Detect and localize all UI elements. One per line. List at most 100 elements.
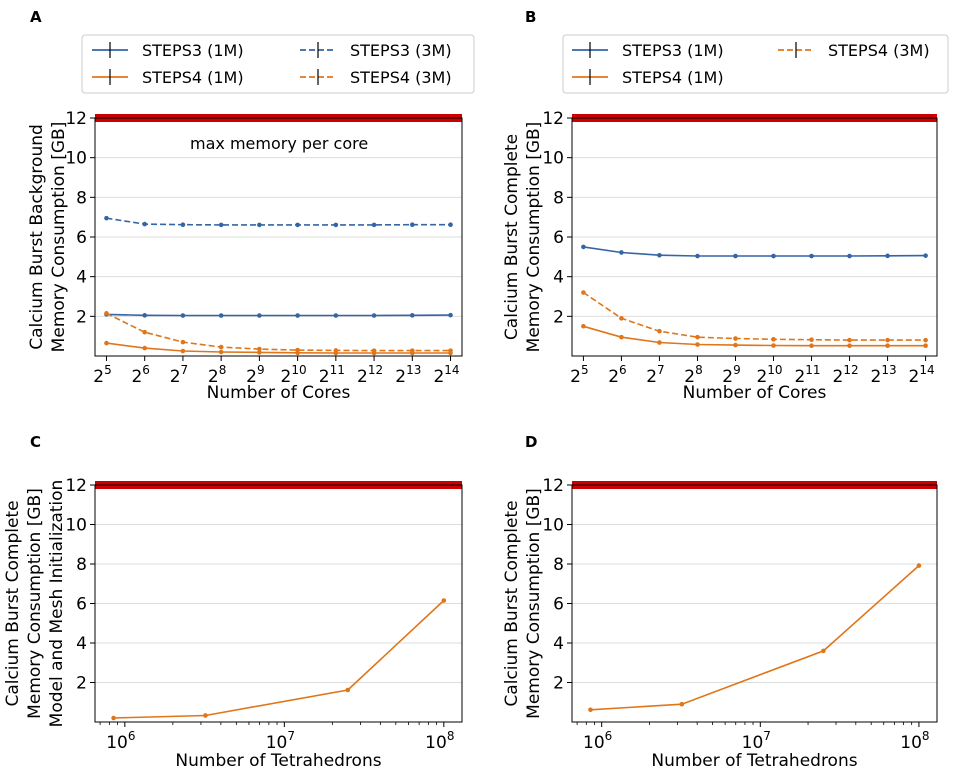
panel-c-ytick-label: 4: [76, 634, 87, 654]
panel-b-legend-box: [562, 34, 949, 94]
panel-a-series-line-3: [106, 312, 451, 352]
panel-d-xtick-exponent: 7: [763, 729, 771, 743]
panel-b-xtick-base: 2: [722, 367, 733, 387]
panel-b-data-point: [809, 253, 814, 259]
panel-b-xtick-exponent: 7: [657, 363, 665, 377]
panel-a-data-point: [257, 313, 262, 318]
panel-a-data-point: [410, 222, 415, 228]
panel-a-data-point: [371, 222, 377, 228]
panel-a-ytick-label: 4: [76, 268, 87, 288]
panel-b-data-point: [695, 253, 700, 259]
panel-c-xtick-label: 106: [106, 729, 135, 753]
panel-b-legend-label: STEPS4 (3M): [828, 41, 930, 60]
panel-b-xtick-base: 2: [832, 367, 843, 387]
panel-a-annotation: max memory per core: [190, 134, 368, 153]
panel-b-xtick-label: 25: [570, 363, 588, 387]
panel-c-xtick-label: 107: [266, 729, 295, 753]
panel-a-xlabel: Number of Cores: [207, 383, 351, 403]
panel-c-data-point: [345, 687, 351, 693]
panel-a-data-point: [104, 311, 109, 316]
panel-b-xtick-label: 211: [794, 363, 820, 387]
panel-b-data-point: [619, 334, 624, 340]
panel-a-xtick-label: 214: [433, 363, 459, 387]
panel-a-xtick-exponent: 10: [291, 363, 306, 377]
panel-c-xlabel: Number of Tetrahedrons: [175, 751, 381, 771]
panel-a-ylabel-line: Calcium Burst Background: [27, 124, 47, 350]
panel-b-ytick-label: 4: [553, 268, 564, 288]
panel-b-data-point: [657, 340, 662, 345]
panel-d-xtick-base: 10: [900, 733, 922, 753]
panel-a-data-point: [218, 313, 224, 318]
panel-b-ytick-label: 12: [542, 109, 564, 129]
panel-a-data-point: [180, 222, 186, 228]
panel-b-data-point: [733, 342, 738, 348]
panel-a-xtick-base: 2: [319, 367, 330, 387]
panel-a-xtick-exponent: 7: [181, 363, 189, 377]
panel-a-legend-label: STEPS4 (3M): [350, 68, 452, 87]
panel-c-xtick-exponent: 7: [287, 729, 295, 743]
panel-b-data-point: [581, 290, 586, 295]
panel-c-series-line-0: [113, 599, 445, 719]
panel-c-xtick-base: 10: [425, 733, 447, 753]
panel-a-data-point: [295, 313, 300, 318]
panel-a-data-point: [142, 329, 147, 335]
panel-c-data-point: [441, 598, 447, 603]
panel-c-ytick-label: 2: [76, 674, 87, 694]
panel-d-xlabel: Number of Tetrahedrons: [651, 751, 857, 771]
panel-c-data-point: [203, 713, 208, 718]
panel-c-xtick-base: 10: [106, 733, 128, 753]
panel-b-xtick-exponent: 6: [619, 363, 627, 377]
panel-b-series-line-0: [583, 246, 926, 257]
panel-a-ytick-label: 6: [76, 228, 87, 248]
panel-b-data-point: [885, 337, 890, 343]
panel-b-xtick-base: 2: [684, 367, 695, 387]
panel-c-ytick-label: 8: [76, 555, 87, 575]
panel-a-ytick-label: 2: [76, 307, 87, 327]
panel-a-data-point: [218, 222, 224, 228]
panel-b-xtick-label: 29: [722, 363, 740, 387]
panel-b-data-point: [733, 253, 738, 259]
panel-c-ylabel-line: Model and Mesh Initialization: [47, 480, 67, 728]
panel-c-letter: C: [30, 433, 41, 451]
panel-c-ytick-label: 12: [65, 476, 87, 496]
panel-b-xtick-base: 2: [871, 367, 882, 387]
panel-b-series-line-2: [582, 291, 926, 341]
panel-b-data-point: [733, 336, 738, 341]
panel-c-xtick-exponent: 8: [447, 729, 455, 743]
panel-a-ytick-label: 8: [76, 188, 87, 208]
panel-d-ytick-label: 8: [553, 555, 564, 575]
panel-b-xtick-exponent: 11: [805, 363, 820, 377]
panel-a-data-point: [448, 222, 453, 228]
panel-b-data-point: [809, 343, 814, 348]
panel-a-xtick-base: 2: [433, 367, 444, 387]
panel-a-data-point: [142, 221, 147, 227]
panel-b-legend-label: STEPS4 (1M): [622, 68, 724, 87]
panel-b-legend: STEPS3 (1M) STEPS4 (3M) STEPS4 (1M): [572, 41, 930, 87]
panel-b-xlabel: Number of Cores: [683, 383, 827, 403]
panel-a-data-point: [218, 344, 224, 350]
panel-b-data-point: [885, 343, 890, 348]
panel-a-data-point: [371, 313, 377, 318]
panel-b-xtick-base: 2: [570, 367, 581, 387]
panel-a-xtick-exponent: 12: [368, 363, 383, 377]
panel-b-legend-label: STEPS3 (1M): [622, 41, 724, 60]
panel-d-xtick-label: 107: [742, 729, 771, 753]
panel-d-data-point: [588, 707, 593, 713]
panel-a-data-point: [142, 313, 147, 318]
panel-a-xtick-base: 2: [357, 367, 368, 387]
panel-b-data-point: [847, 343, 852, 348]
panel-a-xtick-base: 2: [170, 367, 181, 387]
panel-a-series-line-1: [106, 217, 451, 226]
panel-c-xtick-label: 108: [425, 729, 454, 753]
panel-c-ylabel-line: Memory Consumption [GB]: [25, 488, 45, 719]
panel-d-axes-frame: [571, 484, 938, 723]
panel-d-letter: D: [525, 433, 537, 451]
panel-a-data-point: [333, 313, 339, 318]
panel-b-xtick-base: 2: [646, 367, 657, 387]
panel-a-xtick-label: 210: [281, 363, 307, 387]
panel-a-xtick-exponent: 14: [444, 363, 459, 377]
panel-d-data-point: [679, 701, 685, 707]
panel-b-ylabel-line: Calcium Burst Complete: [502, 134, 522, 340]
panel-a-xtick-base: 2: [281, 367, 292, 387]
